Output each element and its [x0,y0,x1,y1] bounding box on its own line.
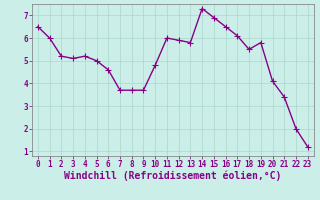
X-axis label: Windchill (Refroidissement éolien,°C): Windchill (Refroidissement éolien,°C) [64,171,282,181]
